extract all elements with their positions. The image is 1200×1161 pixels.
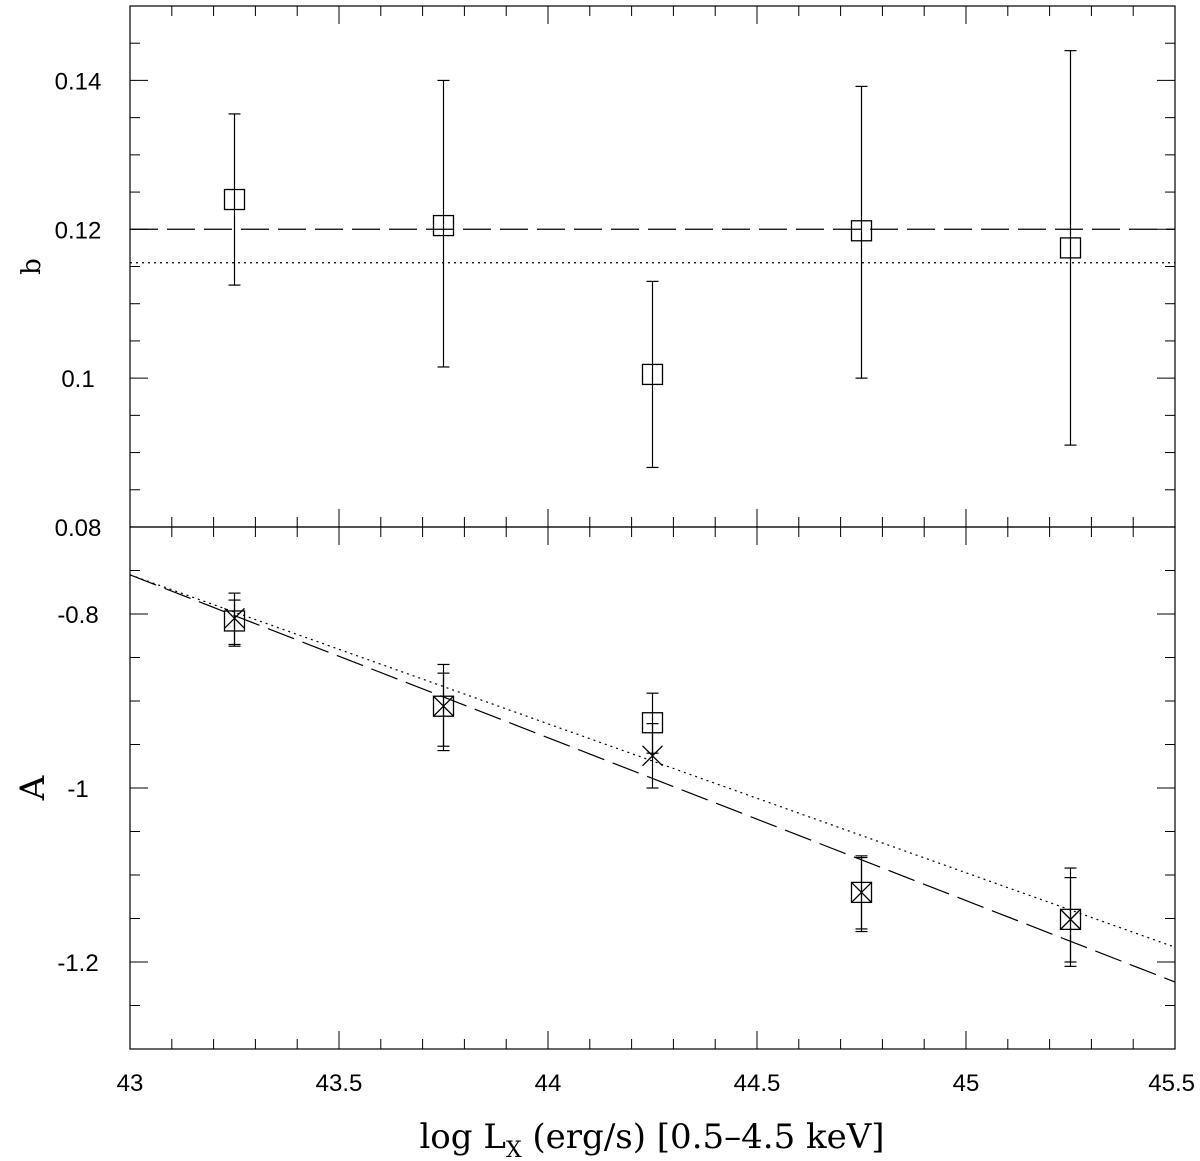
x-tick-label: 43: [117, 1070, 144, 1097]
top-y-tick-label: 0.08: [55, 515, 102, 542]
bottom-y-tick-label: -1.2: [57, 950, 98, 977]
top-square-point: [850, 220, 873, 242]
bottom-dotted-fit-line: [129, 574, 1176, 948]
bottom-cross-point: [642, 745, 663, 767]
top-y-tick-label: 0.1: [61, 366, 94, 393]
bottom-y-tick-label: -0.8: [57, 602, 98, 629]
bottom-cross-point: [851, 881, 872, 903]
bottom-y-axis-title: A: [13, 775, 53, 801]
x-tick-label: 45: [953, 1070, 980, 1097]
x-tick-label: 43.5: [316, 1070, 363, 1097]
top-square-point: [1059, 237, 1082, 259]
x-tick-label: 45.5: [1148, 1070, 1195, 1097]
bottom-cross-point: [1060, 908, 1081, 930]
top-panel: 0.08 0.1 0.12 0.14 b: [17, 5, 1176, 542]
bottom-cross-point: [224, 607, 245, 629]
top-square-point: [641, 363, 664, 386]
x-axis-title: log LX (erg/s) [0.5–4.5 keV]: [419, 1117, 884, 1161]
x-tick-label: 44: [535, 1070, 562, 1097]
top-square-point: [223, 188, 246, 211]
top-y-tick-label: 0.14: [55, 68, 102, 95]
top-square-point: [432, 214, 455, 237]
x-tick-label: 44.5: [734, 1070, 781, 1097]
bottom-y-tick-label: -1: [67, 776, 88, 803]
top-y-axis-title: b: [17, 258, 47, 275]
x-axis: 43 43.5 44 44.5 45 45.5: [117, 1070, 1195, 1097]
bottom-cross-point: [433, 695, 454, 717]
top-y-tick-label: 0.12: [55, 217, 102, 244]
bottom-panel: -0.8 -1 -1.2 A: [13, 526, 1176, 1050]
